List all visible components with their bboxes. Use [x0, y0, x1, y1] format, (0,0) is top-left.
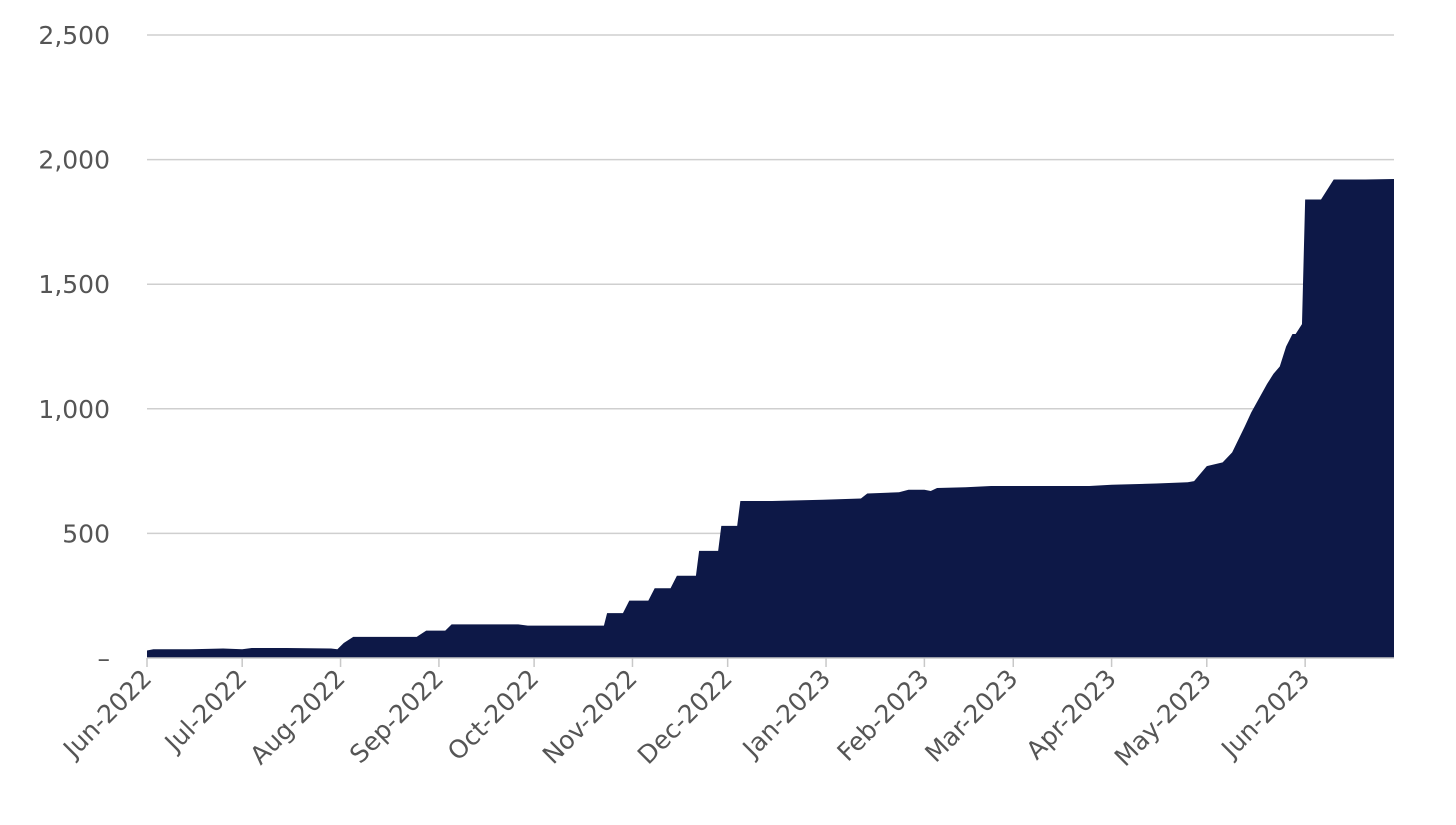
y-axis-labels: – 500 1,000 1,500 2,000 2,500 [38, 21, 110, 673]
x-tick-label: Jul-2022 [158, 664, 253, 759]
area-series [147, 179, 1394, 659]
x-tick-label: May-2023 [1109, 664, 1217, 772]
x-tick-label: Dec-2022 [632, 664, 738, 770]
y-tick-label: 2,000 [38, 146, 110, 175]
x-tick-label: Jun-2022 [56, 664, 157, 765]
x-tick-label: Oct-2022 [442, 664, 544, 766]
y-tick-label: 1,000 [38, 395, 110, 424]
x-tick-label: Jan-2023 [736, 664, 837, 765]
x-tick-label: Apr-2023 [1021, 664, 1122, 765]
x-tick-label: Nov-2022 [537, 664, 643, 770]
y-tick-label: – [98, 644, 111, 673]
x-tick-label: Mar-2023 [919, 664, 1023, 768]
area-series-shape [147, 179, 1394, 659]
gridlines [147, 34, 1394, 535]
y-tick-label: 1,500 [38, 270, 110, 299]
y-tick-label: 500 [62, 519, 110, 548]
x-tick-label: Sep-2022 [344, 664, 449, 769]
x-axis-labels: Jun-2022 Jul-2022Aug-2022Sep-2022Oct-2022… [56, 664, 1315, 772]
x-tick-label: Aug-2022 [244, 664, 350, 770]
x-axis [146, 657, 1394, 667]
y-tick-label: 2,500 [38, 21, 110, 50]
x-tick-label: Feb-2023 [831, 664, 934, 767]
x-tick-label: Jun-2023 [1214, 664, 1315, 765]
